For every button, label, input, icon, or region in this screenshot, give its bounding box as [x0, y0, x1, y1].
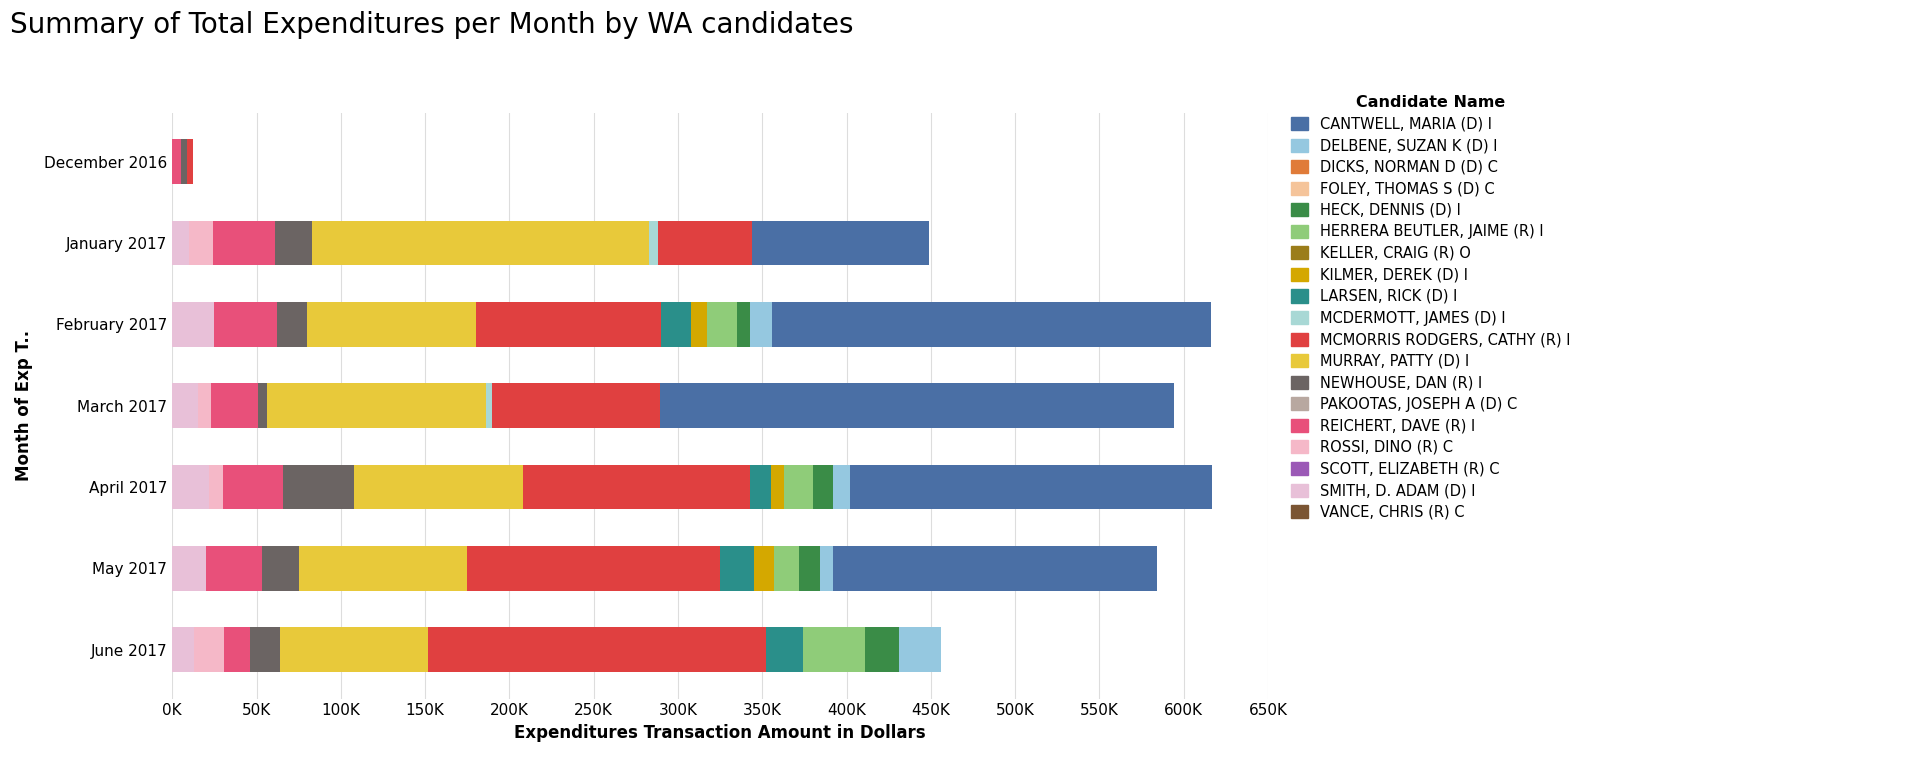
Bar — [300, 546, 467, 590]
Bar — [188, 139, 194, 184]
Bar — [267, 383, 486, 428]
Bar — [173, 302, 215, 347]
Bar — [649, 220, 659, 265]
Bar — [280, 628, 428, 672]
Bar — [772, 302, 1212, 347]
Bar — [799, 546, 820, 590]
Bar — [173, 220, 188, 265]
Bar — [766, 628, 803, 672]
Bar — [833, 546, 1156, 590]
Bar — [211, 383, 257, 428]
Bar — [180, 139, 188, 184]
Bar — [770, 465, 783, 509]
Bar — [522, 465, 751, 509]
Bar — [313, 220, 649, 265]
Bar — [209, 465, 223, 509]
Bar — [250, 628, 280, 672]
Bar — [284, 465, 355, 509]
Bar — [261, 546, 300, 590]
Bar — [720, 546, 755, 590]
Text: Summary of Total Expenditures per Month by WA candidates: Summary of Total Expenditures per Month … — [10, 11, 852, 39]
Bar — [866, 628, 899, 672]
Bar — [751, 302, 772, 347]
Bar — [737, 302, 751, 347]
X-axis label: Expenditures Transaction Amount in Dollars: Expenditures Transaction Amount in Dolla… — [515, 724, 925, 742]
Bar — [173, 628, 194, 672]
Y-axis label: Month of Exp T..: Month of Exp T.. — [15, 330, 33, 481]
Legend: CANTWELL, MARIA (D) I, DELBENE, SUZAN K (D) I, DICKS, NORMAN D (D) C, FOLEY, THO: CANTWELL, MARIA (D) I, DELBENE, SUZAN K … — [1286, 91, 1574, 524]
Bar — [486, 383, 492, 428]
Bar — [194, 628, 225, 672]
Bar — [198, 383, 211, 428]
Bar — [783, 465, 812, 509]
Bar — [275, 220, 313, 265]
Bar — [213, 220, 275, 265]
Bar — [492, 383, 660, 428]
Bar — [812, 465, 833, 509]
Bar — [257, 383, 267, 428]
Bar — [803, 628, 866, 672]
Bar — [753, 220, 929, 265]
Bar — [851, 465, 1212, 509]
Bar — [307, 302, 476, 347]
Bar — [215, 302, 276, 347]
Bar — [205, 546, 261, 590]
Bar — [173, 465, 209, 509]
Bar — [428, 628, 766, 672]
Bar — [476, 302, 660, 347]
Bar — [225, 628, 250, 672]
Bar — [774, 546, 799, 590]
Bar — [173, 383, 198, 428]
Bar — [467, 546, 720, 590]
Bar — [751, 465, 770, 509]
Bar — [660, 383, 1175, 428]
Bar — [173, 546, 205, 590]
Bar — [899, 628, 941, 672]
Bar — [660, 302, 691, 347]
Bar — [820, 546, 833, 590]
Bar — [755, 546, 774, 590]
Bar — [691, 302, 707, 347]
Bar — [223, 465, 284, 509]
Bar — [707, 302, 737, 347]
Bar — [355, 465, 522, 509]
Bar — [188, 220, 213, 265]
Bar — [659, 220, 753, 265]
Bar — [173, 139, 180, 184]
Bar — [276, 302, 307, 347]
Bar — [833, 465, 851, 509]
